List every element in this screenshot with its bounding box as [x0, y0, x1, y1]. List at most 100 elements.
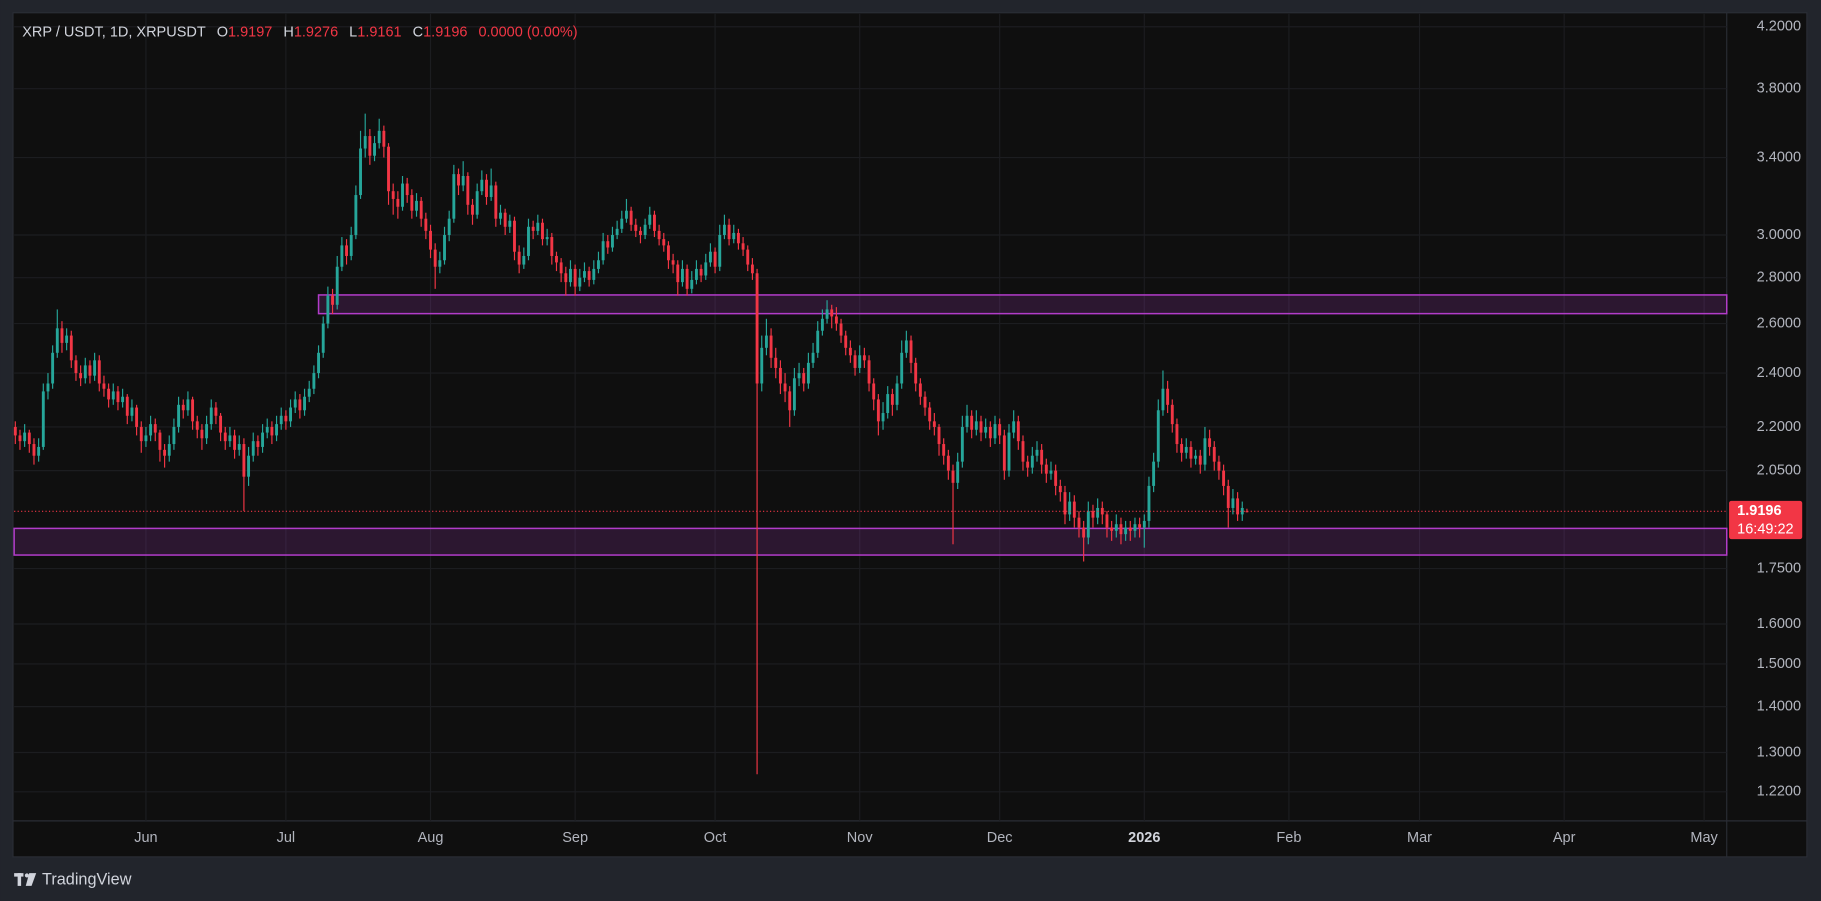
- candle-body: [415, 200, 418, 211]
- candle-body: [1114, 524, 1118, 531]
- candle-body: [1063, 492, 1067, 515]
- candle-body: [307, 388, 311, 397]
- candle-body: [867, 360, 871, 384]
- brand: TradingView: [42, 870, 132, 888]
- candle-body: [298, 399, 302, 411]
- candle-body: [615, 228, 619, 235]
- candle-body: [46, 383, 50, 392]
- candle-body: [1068, 501, 1072, 515]
- candle-body: [1133, 524, 1137, 531]
- candle-body: [466, 176, 470, 205]
- candle-body: [335, 266, 339, 305]
- candle-body: [993, 424, 997, 439]
- candle-body: [690, 279, 694, 289]
- candle-body: [177, 404, 181, 427]
- candle-body: [60, 328, 64, 343]
- candle-body: [1231, 498, 1235, 508]
- candle-body: [116, 391, 120, 403]
- candle-body: [494, 185, 498, 219]
- candle-body: [289, 407, 293, 422]
- candle-body: [1240, 507, 1244, 515]
- candle-body: [312, 373, 316, 389]
- candle-body: [876, 399, 880, 422]
- candle-body: [1082, 527, 1086, 538]
- candle-body: [895, 383, 899, 405]
- candle-body: [998, 424, 1002, 436]
- candle-body: [984, 426, 988, 433]
- candle-body: [629, 210, 633, 225]
- y-tick-label: 3.0000: [1757, 227, 1801, 243]
- candle-body: [219, 415, 223, 433]
- candle-body: [1128, 527, 1132, 531]
- tradingview-logo[interactable]: TradingView: [14, 870, 132, 888]
- candle-body: [382, 130, 386, 147]
- candle-body: [223, 432, 227, 442]
- candle-body: [69, 335, 73, 361]
- candle-body: [1105, 514, 1109, 528]
- candle-body: [191, 399, 195, 422]
- candle-body: [671, 260, 675, 265]
- ohlc-label: C: [413, 24, 423, 40]
- candle-body: [387, 146, 390, 192]
- candle-body: [452, 174, 456, 219]
- candle-body: [321, 323, 325, 353]
- candle-body: [508, 220, 512, 227]
- y-tick-label: 4.2000: [1757, 19, 1801, 35]
- change: 0.0000 (0.00%): [478, 24, 577, 40]
- logo-part: [25, 873, 37, 886]
- candle-body: [783, 383, 787, 392]
- candle-body: [209, 407, 213, 425]
- candle-body: [601, 241, 605, 261]
- candle-body: [32, 444, 36, 456]
- x-tick-label: Aug: [418, 830, 444, 846]
- candle-body: [405, 183, 409, 196]
- candle-body: [363, 136, 367, 149]
- candle-body: [625, 210, 628, 219]
- candle-body: [797, 373, 801, 379]
- candle-body: [1203, 438, 1207, 465]
- ohlc-value: 1.9161: [357, 24, 401, 40]
- y-tick-label: 2.2000: [1757, 419, 1801, 435]
- candle-body: [457, 174, 460, 186]
- candle-body: [620, 218, 624, 229]
- candle-body: [27, 432, 31, 445]
- candle-body: [1198, 455, 1202, 465]
- x-tick-label: May: [1690, 830, 1718, 846]
- candle-body: [527, 226, 530, 256]
- candle-body: [373, 143, 376, 156]
- candle-body: [648, 214, 652, 225]
- candle-body: [270, 426, 274, 436]
- candle-body: [732, 232, 736, 240]
- candle-body: [65, 335, 69, 343]
- candle-body: [317, 352, 320, 374]
- logo-part: [17, 873, 22, 886]
- candle-body: [233, 435, 237, 450]
- candle-body: [578, 277, 582, 287]
- candle-body: [718, 234, 722, 267]
- candle-body: [746, 249, 750, 265]
- candle-body: [1049, 470, 1053, 474]
- candle-body: [242, 444, 246, 477]
- candle-body: [778, 367, 782, 384]
- candle-body: [275, 424, 279, 436]
- candle-body: [550, 237, 554, 256]
- candle-body: [522, 255, 526, 265]
- candle-body: [1035, 449, 1039, 456]
- candle-body: [741, 243, 745, 250]
- candle-body: [974, 421, 978, 430]
- candle-body: [438, 260, 442, 267]
- candle-body: [1236, 498, 1240, 515]
- candle-body: [848, 347, 852, 356]
- candle-body: [195, 421, 199, 430]
- candle-body: [951, 470, 955, 483]
- candle-body: [592, 268, 596, 280]
- candle-body: [424, 218, 428, 231]
- candle-body: [1212, 446, 1216, 462]
- candle-body: [1226, 485, 1230, 508]
- candle-body: [904, 340, 908, 353]
- candle-body: [23, 432, 27, 442]
- candle-body: [401, 183, 404, 207]
- candle-body: [1021, 441, 1025, 462]
- candle-body: [354, 195, 358, 235]
